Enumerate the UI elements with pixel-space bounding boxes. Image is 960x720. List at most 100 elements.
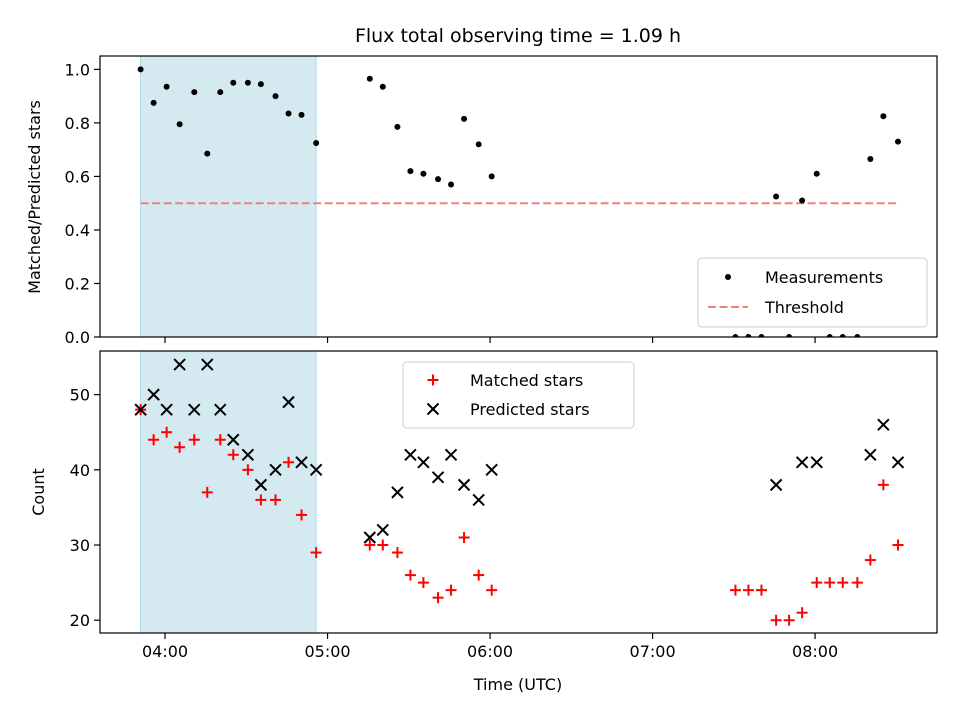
marker-stroke [431,471,445,484]
data-point [376,523,389,537]
marker-stroke [188,403,201,416]
data-point [758,334,765,337]
legend-label-threshold: Threshold [764,298,844,317]
data-point [257,81,264,88]
legend-marker-measurements [725,274,731,280]
data-point [417,456,430,469]
data-point [417,577,429,589]
data-point [799,197,806,204]
marker-stroke [864,448,877,461]
data-point [147,388,160,401]
chart-title: Flux total observing time = 1.09 h [355,25,681,47]
data-point [877,479,889,491]
data-point [472,493,485,507]
data-point [242,464,254,476]
marker-stroke [173,358,186,371]
y-tick-label: 50 [70,386,90,405]
data-point [745,334,752,337]
data-point [810,456,823,469]
marker-stroke [891,456,905,469]
data-point [445,584,457,596]
y-tick-label: 30 [70,536,90,555]
data-point [391,486,404,499]
data-point [298,111,305,118]
data-point [457,478,471,492]
legend-top: Measurements Threshold [697,257,928,328]
data-point [786,334,793,337]
x-axis-label: Time (UTC) [473,675,562,694]
x-tick-label: 07:00 [630,642,676,661]
data-point [488,173,495,180]
data-point [313,139,320,146]
data-point [891,456,905,469]
legend-label-predicted: Predicted stars [470,400,590,419]
data-point [837,577,849,589]
data-point [880,113,887,120]
data-point [272,93,279,100]
data-point [201,486,213,498]
data-point [420,170,427,177]
marker-stroke [134,403,147,416]
data-point [161,426,173,438]
data-point [227,449,239,461]
y-tick-label: 0.8 [65,114,90,133]
data-point [864,448,877,461]
y-tick-label: 0.4 [65,221,90,240]
legend-label-matched: Matched stars [470,371,583,390]
data-point [363,531,376,544]
data-point [742,584,754,596]
shaded-span [140,351,317,633]
data-point [795,456,809,469]
y-tick-label: 1.0 [65,60,90,79]
series-predicted-stars [134,358,905,544]
marker-stroke [309,463,323,477]
data-point [796,607,808,619]
data-point [366,75,373,82]
marker-stroke [810,456,823,469]
axes-frame [99,350,938,634]
data-point [148,434,160,446]
marker-stroke [201,358,214,371]
data-point [394,123,401,130]
marker-stroke [376,523,389,537]
data-point [295,456,308,469]
legend-box [697,257,928,328]
y-tick-label: 0.2 [65,274,90,293]
data-point [377,539,389,551]
marker-stroke [269,463,282,477]
data-point [864,554,876,566]
data-point [191,89,198,96]
data-point [364,539,376,551]
y-tick-label: 0.6 [65,167,90,186]
marker-stroke [241,448,255,461]
data-point [309,463,323,477]
bottom-panel: Count Time (UTC) 04:00 05:00 06:00 07:00 08:… [29,350,938,694]
data-point [854,334,861,337]
data-point [769,478,783,492]
data-point [214,434,226,446]
data-point [244,79,251,86]
marker-stroke [363,531,376,544]
plot-area [134,351,905,633]
data-point [435,176,442,183]
data-point [475,141,482,148]
data-point [188,403,201,416]
data-point [255,494,267,506]
marker-stroke [457,478,471,492]
data-point [214,403,227,416]
data-point [473,569,485,581]
x-tick-label: 05:00 [304,642,350,661]
legend-box [402,361,635,429]
data-point [404,448,417,461]
data-point [407,168,414,175]
marker-stroke [160,403,173,416]
data-point [282,395,295,409]
marker-stroke [877,418,890,431]
y-tick-label: 0.0 [65,328,90,347]
data-point [176,121,183,128]
top-panel: Flux total observing time = 1.09 h Match… [25,25,938,347]
y-tick-label: 20 [70,611,90,630]
marker-stroke [485,463,498,477]
data-point [379,83,386,90]
marker-stroke [227,433,240,446]
